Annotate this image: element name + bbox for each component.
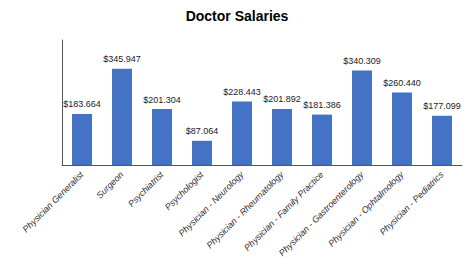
svg-text:Psychiatrist: Psychiatrist (126, 169, 166, 209)
svg-text:Physician - Rheumatology: Physician - Rheumatology (205, 169, 286, 250)
svg-text:Physician Generalist: Physician Generalist (21, 169, 86, 234)
svg-text:Physician - Gastroenterology: Physician - Gastroenterology (277, 169, 366, 258)
svg-text:Physician - Family Practice: Physician - Family Practice (242, 169, 325, 252)
svg-text:$201.304: $201.304 (143, 95, 181, 105)
svg-text:$345.947: $345.947 (103, 54, 141, 64)
svg-text:$183.664: $183.664 (63, 99, 101, 109)
svg-text:$260.440: $260.440 (383, 78, 421, 88)
svg-text:$340.309: $340.309 (343, 56, 381, 66)
svg-text:$177.099: $177.099 (423, 101, 461, 111)
svg-text:Psychologist: Psychologist (163, 169, 206, 212)
svg-text:Doctor Salaries: Doctor Salaries (186, 8, 289, 24)
svg-text:$228.443: $228.443 (223, 87, 261, 97)
svg-text:$201.892: $201.892 (263, 94, 301, 104)
svg-text:$181.386: $181.386 (303, 100, 341, 110)
svg-text:Physician - Pediatrics: Physician - Pediatrics (378, 169, 446, 237)
svg-text:Surgeon: Surgeon (94, 169, 125, 200)
svg-text:Physician - Neurology: Physician - Neurology (177, 169, 246, 238)
svg-text:Physician - Ophtalmology: Physician - Ophtalmology (326, 169, 405, 248)
svg-text:$87.064: $87.064 (186, 126, 219, 136)
